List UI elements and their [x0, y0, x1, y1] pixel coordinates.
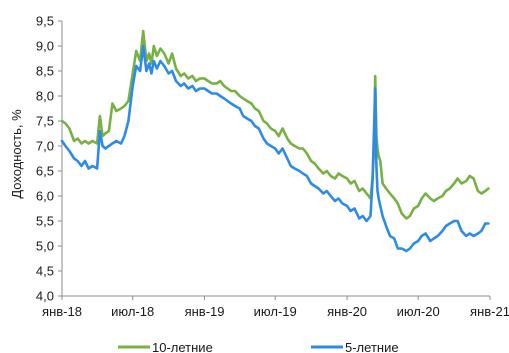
- legend-label-1: 10-летние: [152, 340, 213, 353]
- y-tick-label: 6,5: [36, 164, 54, 179]
- y-tick-label: 7,5: [36, 114, 54, 129]
- y-tick-label: 9,0: [36, 39, 54, 54]
- series-group: [60, 29, 490, 253]
- y-tick-label: 8,5: [36, 64, 54, 79]
- legend: 10-летние 5-летние: [118, 340, 399, 353]
- y-tick-label: 4,5: [36, 264, 54, 279]
- x-axis: янв-18 июл-18 янв-19 июл-19 янв-20 июл-20 янв-…: [42, 295, 509, 319]
- x-tick-label: янв-18: [42, 304, 82, 319]
- y-tick-label: 9,5: [36, 14, 54, 29]
- y-tick-label: 4,0: [36, 289, 54, 304]
- x-tick-label: янв-19: [185, 304, 225, 319]
- y-axis-title: Доходность, %: [9, 109, 24, 199]
- series-line-2: [60, 44, 490, 253]
- series-line-1: [60, 29, 490, 220]
- y-axis: 4,0 4,5 5,0 5,5 6,0 6,5 7,0 7,5 8,0 8,5 9,0 9,5: [36, 14, 63, 304]
- y-tick-label: 5,0: [36, 239, 54, 254]
- x-tick-label: июл-20: [397, 304, 440, 319]
- y-tick-label: 5,5: [36, 214, 54, 229]
- x-tick-label: янв-21: [470, 304, 509, 319]
- y-tick-label: 6,0: [36, 189, 54, 204]
- y-tick-label: 7,0: [36, 139, 54, 154]
- x-tick-label: июл-18: [111, 304, 154, 319]
- y-tick-label: 8,0: [36, 89, 54, 104]
- x-tick-label: янв-20: [327, 304, 367, 319]
- legend-label-2: 5-летние: [345, 340, 399, 353]
- x-tick-label: июл-19: [254, 304, 297, 319]
